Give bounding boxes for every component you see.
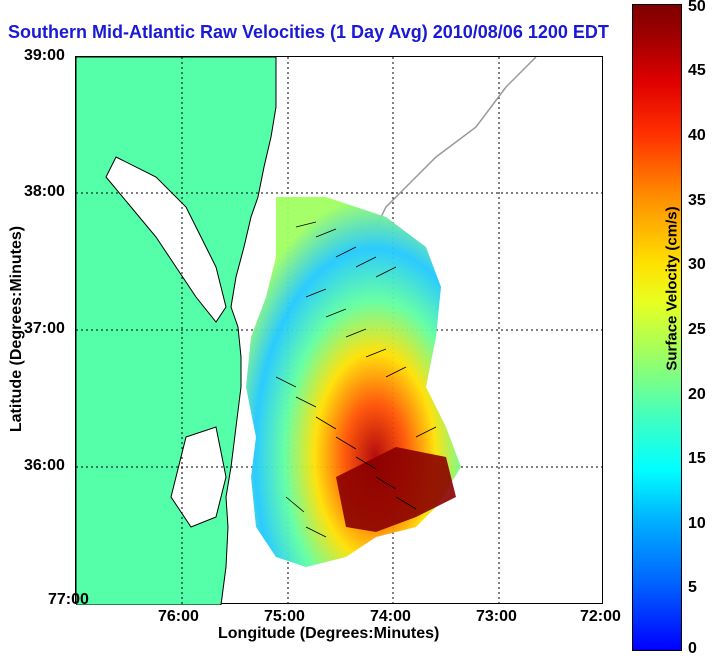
y-tick-label: 39:00 — [24, 47, 65, 64]
colorbar-tick: 10 — [688, 515, 706, 532]
colorbar-tick: 45 — [688, 62, 706, 79]
colorbar — [632, 4, 682, 651]
x-tick-label: 73:00 — [476, 608, 517, 625]
x-tick-label: 74:00 — [370, 608, 411, 625]
x-tick-label: 75:00 — [264, 608, 305, 625]
x-tick-label: 72:00 — [580, 608, 621, 625]
colorbar-tick: 25 — [688, 321, 706, 338]
land-mass — [76, 57, 277, 605]
y-tick-label: 36:00 — [24, 457, 65, 474]
map-svg — [76, 57, 604, 605]
y-tick-label: 37:00 — [24, 320, 65, 337]
bathymetry-contour — [375, 57, 537, 228]
chesapeake-bay — [105, 156, 227, 323]
x-axis-label: Longitude (Degrees:Minutes) — [218, 625, 440, 642]
x-tick-label: 76:00 — [158, 608, 199, 625]
x-tick-label: 77:00 — [48, 591, 89, 608]
colorbar-tick: 30 — [688, 256, 706, 273]
y-tick-label: 38:00 — [24, 183, 65, 200]
velocity-vectors — [275, 221, 437, 538]
colorbar-tick: 35 — [688, 192, 706, 209]
map-title: Southern Mid-Atlantic Raw Velocities (1 … — [8, 22, 609, 42]
colorbar-tick: 40 — [688, 127, 706, 144]
colorbar-label: Surface Velocity (cm/s) — [663, 206, 681, 371]
colorbar-tick: 20 — [688, 386, 706, 403]
colorbar-tick: 5 — [688, 579, 697, 596]
colorbar-tick: 50 — [688, 0, 706, 15]
colorbar-tick: 0 — [688, 640, 697, 657]
colorbar-tick: 15 — [688, 450, 706, 467]
map-plot-area — [75, 56, 604, 605]
velocity-max-region — [336, 447, 456, 532]
pamlico-sound — [170, 426, 227, 528]
y-axis-label: Latitude (Degrees:Minutes) — [8, 225, 26, 433]
